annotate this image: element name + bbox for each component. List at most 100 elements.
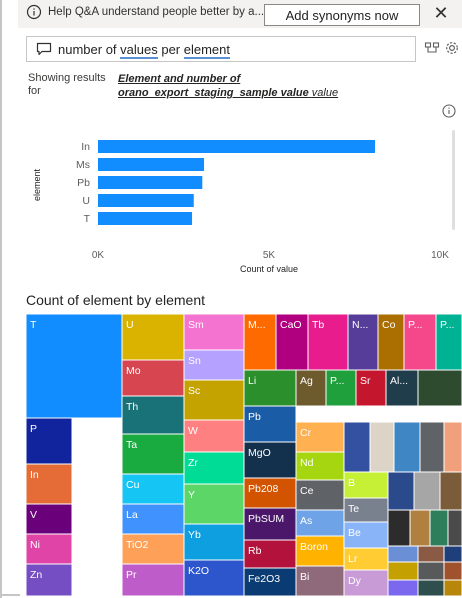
treemap-cell[interactable]	[388, 562, 418, 580]
treemap-cell[interactable]	[388, 472, 414, 510]
showing-results-label: Showing results for	[28, 72, 106, 97]
treemap-cell[interactable]	[440, 472, 462, 510]
treemap-cell[interactable]	[348, 314, 378, 370]
treemap-cell[interactable]	[184, 484, 244, 524]
treemap-cell[interactable]	[344, 422, 370, 472]
treemap-cell[interactable]	[244, 568, 296, 596]
treemap-cell[interactable]	[418, 370, 462, 406]
treemap-cell[interactable]	[344, 472, 388, 498]
treemap-cell[interactable]	[184, 314, 244, 350]
treemap-cell[interactable]	[410, 510, 430, 546]
add-synonyms-button[interactable]: Add synonyms now	[264, 4, 420, 26]
treemap-cell-label: Th	[126, 401, 138, 413]
treemap-cell[interactable]	[122, 564, 184, 596]
treemap-cell-label: W	[188, 425, 198, 437]
treemap-cell[interactable]	[26, 314, 122, 418]
treemap-cell[interactable]	[184, 350, 244, 380]
treemap-cell[interactable]	[26, 534, 72, 564]
treemap-cell[interactable]	[244, 508, 296, 540]
question-word-values: values	[120, 42, 158, 59]
treemap-cell-label: Be	[348, 527, 361, 539]
treemap-cell[interactable]	[244, 406, 296, 442]
treemap-cell[interactable]	[448, 510, 462, 546]
bar-category-label: Ms	[76, 159, 90, 171]
treemap-cell[interactable]	[122, 474, 184, 504]
treemap-cell[interactable]	[356, 370, 386, 406]
treemap-cell[interactable]	[296, 452, 344, 480]
treemap-cell-label: La	[126, 509, 138, 521]
treemap-cell-label: Te	[348, 503, 359, 515]
gear-icon[interactable]	[444, 40, 460, 56]
treemap-cell-label: Cr	[300, 427, 312, 439]
treemap-cell[interactable]	[184, 524, 244, 560]
treemap-cell[interactable]	[388, 510, 410, 546]
treemap-cell[interactable]	[122, 314, 184, 360]
treemap-cell[interactable]	[184, 452, 244, 484]
treemap-cell[interactable]	[296, 422, 344, 452]
bar[interactable]	[98, 176, 203, 189]
treemap-cell[interactable]	[276, 314, 308, 370]
treemap-cell[interactable]	[296, 536, 344, 566]
treemap-cell[interactable]	[444, 546, 462, 562]
treemap-cell[interactable]	[26, 564, 72, 596]
treemap-cell[interactable]	[122, 504, 184, 534]
treemap-cell[interactable]	[184, 380, 244, 420]
treemap-cell[interactable]	[184, 420, 244, 452]
y-axis-title: element	[32, 168, 42, 201]
chart-scrollbar[interactable]	[452, 130, 455, 230]
bar[interactable]	[98, 140, 376, 153]
treemap-cell[interactable]	[444, 562, 462, 580]
treemap-cell[interactable]	[26, 504, 72, 534]
treemap-cell[interactable]	[296, 370, 326, 406]
treemap-cell[interactable]	[344, 570, 388, 596]
treemap-cell[interactable]	[122, 360, 184, 396]
interpreted-query-link[interactable]: Element and number of orano_export_stagi…	[118, 72, 398, 100]
treemap-cell[interactable]	[418, 546, 444, 562]
treemap-cell[interactable]	[244, 540, 296, 568]
treemap-cell[interactable]	[444, 422, 462, 472]
treemap-cell[interactable]	[430, 510, 448, 546]
treemap-cell[interactable]	[244, 314, 276, 370]
treemap-cell[interactable]	[26, 464, 72, 504]
bar[interactable]	[98, 212, 193, 225]
treemap-cell[interactable]	[244, 442, 296, 478]
treemap-cell[interactable]	[296, 510, 344, 536]
treemap-cell[interactable]	[296, 480, 344, 510]
treemap-cell[interactable]	[122, 396, 184, 434]
treemap-cell[interactable]	[326, 370, 356, 406]
treemap-cell[interactable]	[388, 546, 418, 562]
qa-question-input[interactable]	[26, 36, 416, 62]
treemap-cell[interactable]	[386, 370, 418, 406]
treemap-cell[interactable]	[26, 418, 72, 464]
treemap-cell[interactable]	[122, 534, 184, 564]
treemap-cell-label: Al...	[390, 375, 408, 387]
turn-into-visual-icon[interactable]	[424, 40, 440, 56]
info-icon[interactable]	[442, 104, 456, 118]
treemap-cell[interactable]	[122, 434, 184, 474]
treemap-cell[interactable]	[244, 370, 296, 406]
treemap-cell[interactable]	[436, 314, 462, 370]
treemap-cell[interactable]	[344, 522, 388, 548]
treemap-cell[interactable]	[344, 548, 388, 570]
treemap-cell[interactable]	[404, 314, 436, 370]
treemap-cell[interactable]	[418, 562, 444, 580]
treemap-cell[interactable]	[378, 314, 404, 370]
treemap-cell[interactable]	[296, 566, 344, 596]
treemap-cell[interactable]	[244, 478, 296, 508]
treemap-cell[interactable]	[444, 580, 462, 596]
treemap-cell[interactable]	[418, 580, 444, 596]
treemap-cell-label: Rb	[248, 545, 262, 557]
treemap-cell[interactable]	[344, 498, 388, 522]
treemap-cell[interactable]	[308, 314, 348, 370]
treemap-cell[interactable]	[388, 580, 418, 596]
treemap-cell[interactable]	[394, 422, 420, 472]
treemap-cell-label: Mo	[126, 365, 141, 377]
bar[interactable]	[98, 194, 194, 207]
bar[interactable]	[98, 158, 205, 171]
treemap-cell[interactable]	[184, 560, 244, 596]
question-text[interactable]: number of values per element	[58, 42, 230, 59]
close-banner-button[interactable]: ✕	[433, 2, 449, 23]
treemap-cell[interactable]	[370, 422, 394, 472]
treemap-cell[interactable]	[414, 472, 440, 510]
treemap-cell[interactable]	[420, 422, 444, 472]
